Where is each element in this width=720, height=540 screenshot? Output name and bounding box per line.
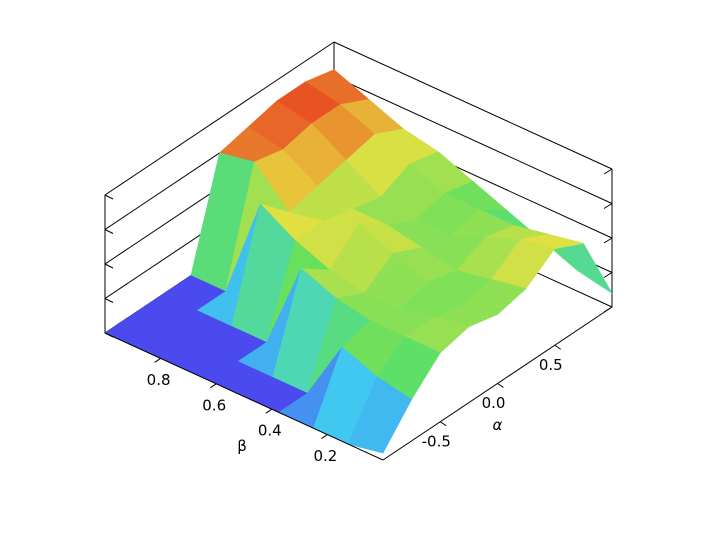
- x-tick: [497, 383, 504, 388]
- z-grid-line: [104, 41, 335, 196]
- x-tick: [554, 344, 562, 350]
- x-tick-label: 0.0: [482, 394, 506, 412]
- y-axis-label: β: [237, 437, 247, 455]
- y-tick-label: 0.8: [147, 371, 171, 389]
- y-tick-label: 0.6: [202, 396, 226, 414]
- surface-patch: [347, 376, 413, 454]
- z-grid-line: [333, 41, 613, 170]
- y-axis: [104, 332, 384, 461]
- y-tick-label: 0.2: [313, 447, 337, 465]
- y-tick: [321, 434, 328, 440]
- z-tick: [603, 203, 613, 209]
- x-tick-label: -0.5: [422, 432, 451, 450]
- x-tick: [439, 421, 447, 427]
- y-tick: [265, 408, 273, 414]
- y-tick: [209, 383, 217, 389]
- y-tick-label: 0.4: [258, 422, 282, 440]
- z-tick: [603, 272, 613, 278]
- z-tick: [104, 263, 114, 269]
- y-tick: [154, 357, 161, 363]
- x-tick-label: 0.5: [539, 356, 563, 374]
- z-tick: [104, 194, 114, 200]
- z-tick: [104, 229, 114, 234]
- x-axis-label: α: [493, 416, 503, 434]
- z-tick: [603, 237, 613, 244]
- z-tick: [603, 168, 613, 175]
- z-grid-line: [333, 76, 613, 204]
- z-tick: [104, 298, 114, 303]
